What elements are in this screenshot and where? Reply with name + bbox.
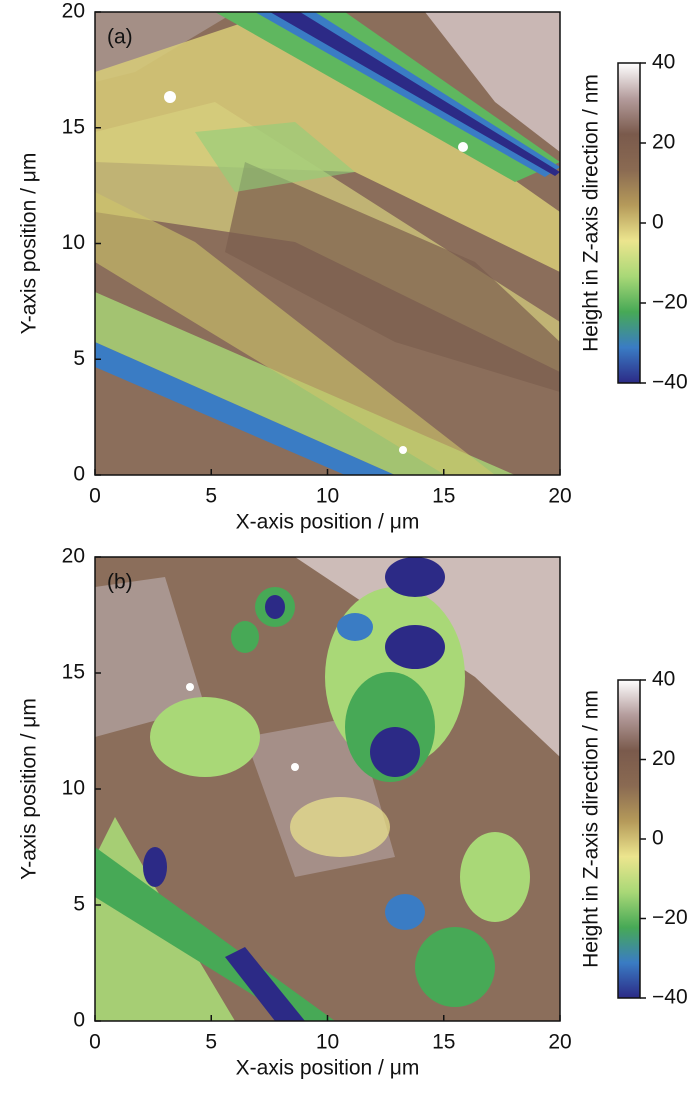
y-axis-label: Y-axis position / μm <box>18 698 41 880</box>
x-tick-label: 10 <box>316 1031 339 1054</box>
y-tick-label: 10 <box>62 231 85 254</box>
colorbar-tick-label: 40 <box>652 668 675 691</box>
x-tick-label: 5 <box>205 1031 217 1054</box>
y-tick-label: 20 <box>62 545 85 568</box>
x-tick-label: 15 <box>432 1031 455 1054</box>
colorbar-label: Height in Z-axis direction / nm <box>580 74 603 352</box>
x-tick-label: 20 <box>548 485 571 508</box>
colorbar <box>617 679 641 999</box>
y-tick-label: 0 <box>73 463 85 486</box>
x-axis-label: X-axis position / μm <box>236 1057 420 1080</box>
x-tick-label: 15 <box>432 485 455 508</box>
x-tick-label: 5 <box>205 485 217 508</box>
colorbar-tick-label: −20 <box>652 906 688 929</box>
height-map <box>95 557 560 1021</box>
colorbar-tick-label: 0 <box>652 827 664 850</box>
y-tick-label: 5 <box>73 893 85 916</box>
y-tick-label: 15 <box>62 661 85 684</box>
colorbar-tick-label: −40 <box>652 986 688 1009</box>
x-tick-label: 20 <box>548 1031 571 1054</box>
panel-label: (b) <box>107 571 133 594</box>
colorbar-label: Height in Z-axis direction / nm <box>580 690 603 968</box>
y-tick-label: 20 <box>62 0 85 23</box>
y-axis-label: Y-axis position / μm <box>18 153 41 335</box>
colorbar-tick-label: −40 <box>652 371 688 394</box>
panel-label: (a) <box>107 26 133 49</box>
y-tick-label: 5 <box>73 347 85 370</box>
height-map <box>95 12 560 475</box>
x-axis-label: X-axis position / μm <box>236 511 420 534</box>
colorbar-tick-label: 0 <box>652 211 664 234</box>
colorbar-tick-label: 40 <box>652 51 675 74</box>
y-tick-label: 0 <box>73 1009 85 1032</box>
colorbar-tick-label: −20 <box>652 291 688 314</box>
colorbar <box>617 62 641 384</box>
y-tick-label: 15 <box>62 115 85 138</box>
colorbar-tick-label: 20 <box>652 131 675 154</box>
colorbar-tick-label: 20 <box>652 747 675 770</box>
y-tick-label: 10 <box>62 777 85 800</box>
x-tick-label: 10 <box>316 485 339 508</box>
x-tick-label: 0 <box>89 485 101 508</box>
x-tick-label: 0 <box>89 1031 101 1054</box>
